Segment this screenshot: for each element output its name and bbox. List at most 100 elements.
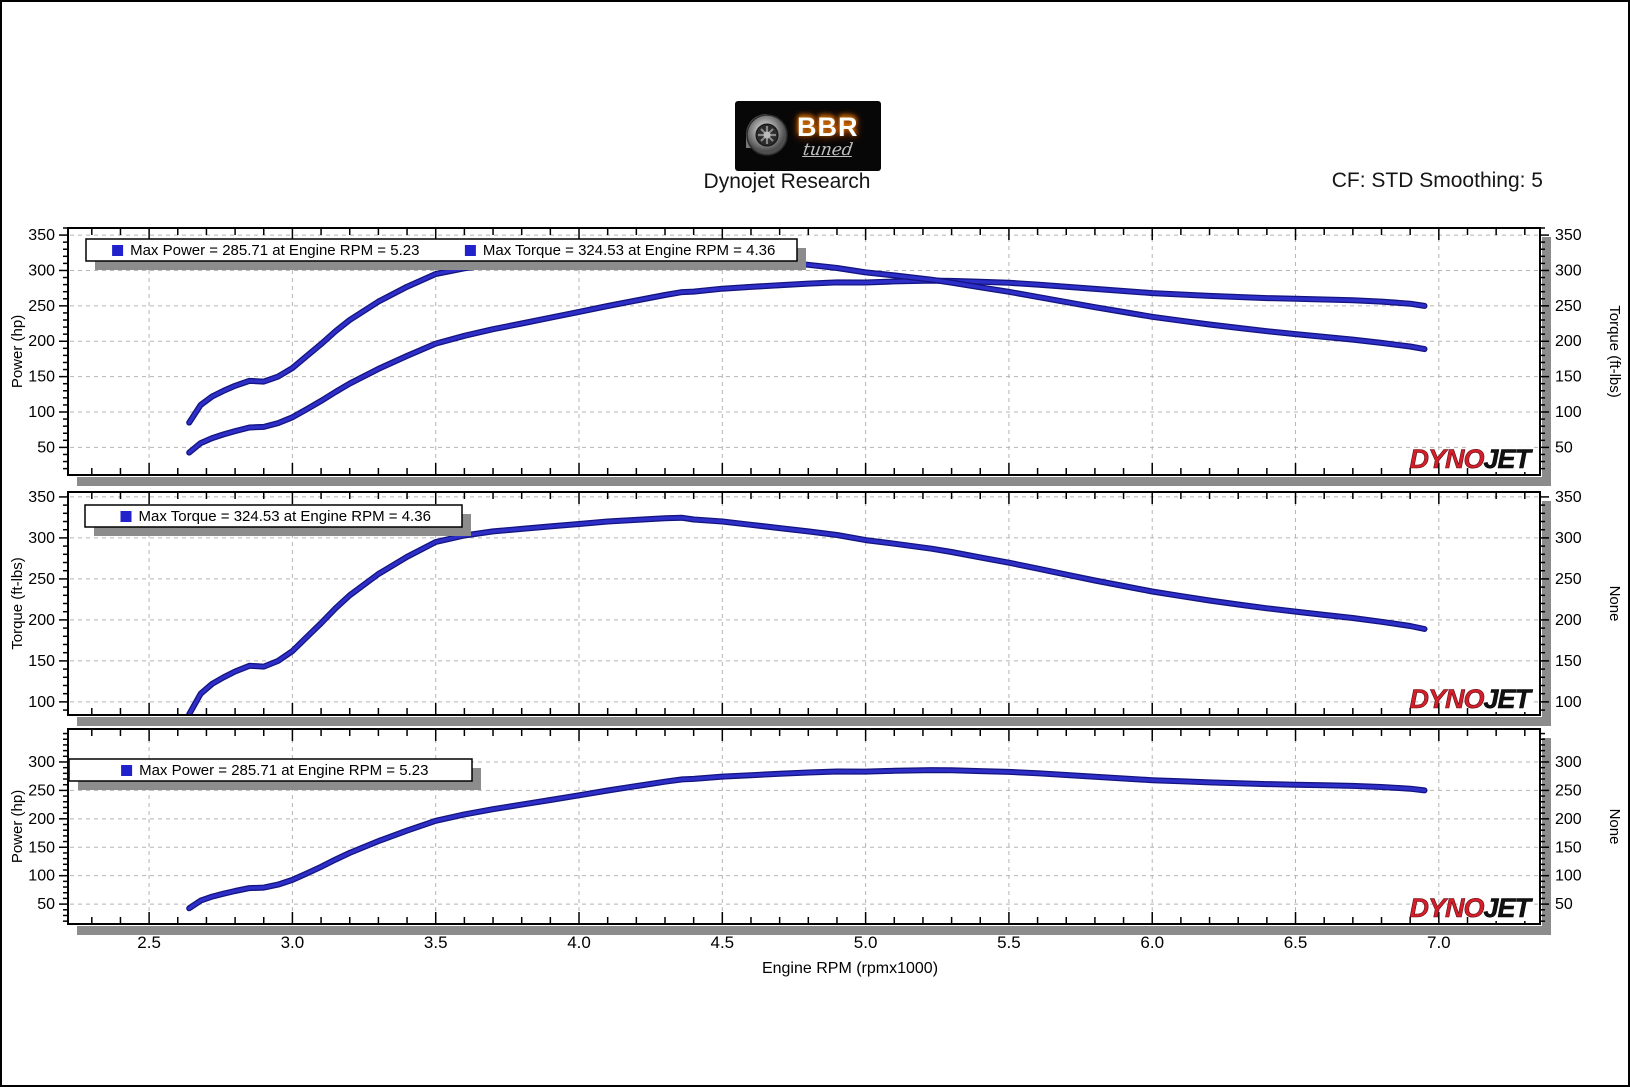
svg-text:350: 350	[1555, 489, 1582, 506]
svg-text:200: 200	[28, 612, 55, 629]
legend: Max Power = 285.71 at Engine RPM = 5.23 M…	[85, 238, 806, 270]
svg-text:3.5: 3.5	[424, 933, 448, 952]
svg-text:50: 50	[37, 896, 55, 913]
legend-label: Max Torque = 324.53 at Engine RPM = 4.36	[139, 508, 431, 525]
panel-shadow-bottom	[77, 477, 1551, 486]
svg-text:250: 250	[1555, 782, 1582, 799]
svg-text:200: 200	[28, 811, 55, 828]
svg-text:300: 300	[1555, 754, 1582, 771]
svg-text:150: 150	[28, 653, 55, 670]
svg-text:250: 250	[28, 298, 55, 315]
svg-text:100: 100	[28, 404, 55, 421]
svg-text:6.5: 6.5	[1284, 933, 1308, 952]
svg-text:3.0: 3.0	[281, 933, 305, 952]
left-axis-title: Power (hp)	[9, 790, 26, 863]
axis-ticks	[59, 492, 1549, 715]
dynojet-logo: DYNOJET	[1409, 684, 1535, 715]
bbr-logo: BBR tuned	[735, 101, 881, 171]
svg-text:150: 150	[28, 839, 55, 856]
power-curve	[187, 768, 1427, 910]
svg-text:200: 200	[28, 333, 55, 350]
svg-text:250: 250	[1555, 298, 1582, 315]
svg-text:100: 100	[1555, 694, 1582, 711]
axis-ticks	[59, 729, 1549, 924]
svg-text:100: 100	[28, 694, 55, 711]
svg-text:7.0: 7.0	[1427, 933, 1451, 952]
y-tick-labels: 50 50 100 100 150 150 200 200 250 250 300 300	[28, 754, 1582, 913]
panel-shadow-right	[1542, 237, 1551, 486]
legend-marker	[112, 245, 124, 256]
legend-label: Max Torque = 324.53 at Engine RPM = 4.36	[483, 242, 775, 259]
svg-text:2.5: 2.5	[137, 933, 161, 952]
legend-box	[68, 758, 473, 782]
legend-box	[84, 504, 463, 528]
svg-text:100: 100	[1555, 868, 1582, 885]
right-axis-title: Torque (ft-lbs)	[1606, 305, 1623, 398]
y-tick-labels: 50 50 100 100 150 150 200 200 250 250 300 300 350 350	[28, 227, 1582, 456]
curves	[186, 514, 1428, 714]
panel-shadow-right	[1542, 738, 1551, 935]
svg-text:300: 300	[1555, 530, 1582, 547]
svg-text:150: 150	[28, 369, 55, 386]
gridlines	[70, 230, 1538, 473]
legend-marker	[120, 511, 132, 522]
dynojet-logo: DYNOJET	[1409, 893, 1535, 924]
svg-text:100: 100	[28, 868, 55, 885]
svg-text:6.0: 6.0	[1140, 933, 1164, 952]
svg-text:300: 300	[28, 262, 55, 279]
svg-text:250: 250	[1555, 571, 1582, 588]
svg-text:300: 300	[28, 754, 55, 771]
svg-text:100: 100	[1555, 404, 1582, 421]
svg-text:DYNOJET: DYNOJET	[1409, 444, 1533, 474]
svg-text:250: 250	[28, 782, 55, 799]
torque-curve	[187, 516, 1427, 714]
svg-text:200: 200	[1555, 333, 1582, 350]
panel-shadow-bottom	[77, 926, 1551, 935]
legend-label: Max Power = 285.71 at Engine RPM = 5.23	[130, 242, 419, 259]
x-axis-title: Engine RPM (rpmx1000)	[762, 960, 938, 977]
y-tick-labels: 100 100 150 150 200 200 250 250 300 300 350 350	[28, 489, 1582, 711]
svg-text:250: 250	[28, 571, 55, 588]
svg-text:300: 300	[28, 530, 55, 547]
power-curve	[187, 278, 1427, 455]
left-axis-title: Torque (ft-lbs)	[9, 557, 26, 650]
svg-text:5.5: 5.5	[997, 933, 1021, 952]
torque-panel: 100 100 150 150 200 200 250 250 300 300 350 350 Torq…	[9, 489, 1623, 726]
svg-text:5.0: 5.0	[854, 933, 878, 952]
svg-text:4.5: 4.5	[710, 933, 734, 952]
left-axis-title: Power (hp)	[9, 315, 26, 388]
legend-label: Max Power = 285.71 at Engine RPM = 5.23	[139, 762, 428, 779]
legend: Max Power = 285.71 at Engine RPM = 5.23	[68, 758, 481, 790]
turbo-icon	[746, 114, 788, 156]
legend-marker	[121, 765, 133, 776]
svg-text:300: 300	[1555, 262, 1582, 279]
svg-text:350: 350	[28, 227, 55, 244]
legend-box	[85, 238, 798, 262]
x-axis-labels: 2.5 3.0 3.5 4.0 4.5 5.0 5.5 6.0 6.5 7.0 Engine RPM…	[137, 933, 1450, 977]
legend: Max Torque = 324.53 at Engine RPM = 4.36	[84, 504, 471, 536]
svg-text:DYNOJET: DYNOJET	[1409, 893, 1533, 923]
svg-text:200: 200	[1555, 811, 1582, 828]
svg-text:4.0: 4.0	[567, 933, 591, 952]
power-torque-panel: 50 50 100 100 150 150 200 200 250 250 300 300 350 350…	[9, 227, 1623, 486]
right-axis-title: None	[1606, 809, 1623, 845]
svg-text:200: 200	[1555, 612, 1582, 629]
legend-marker	[464, 245, 476, 256]
curves	[186, 767, 1428, 912]
correction-smoothing-label: CF: STD Smoothing: 5	[1331, 169, 1543, 192]
svg-text:DYNOJET: DYNOJET	[1409, 684, 1533, 714]
power-panel: 50 50 100 100 150 150 200 200 250 250 300 300 Power …	[9, 728, 1623, 935]
svg-text:150: 150	[1555, 653, 1582, 670]
logo-bbr-text: BBR	[797, 111, 859, 142]
panel-shadow-bottom	[77, 717, 1551, 726]
svg-text:50: 50	[37, 439, 55, 456]
svg-text:50: 50	[1555, 896, 1573, 913]
svg-text:350: 350	[1555, 227, 1582, 244]
svg-text:150: 150	[1555, 839, 1582, 856]
report-title: Dynojet Research	[703, 170, 871, 193]
svg-text:350: 350	[28, 489, 55, 506]
axis-ticks	[59, 227, 1549, 475]
svg-text:50: 50	[1555, 439, 1573, 456]
